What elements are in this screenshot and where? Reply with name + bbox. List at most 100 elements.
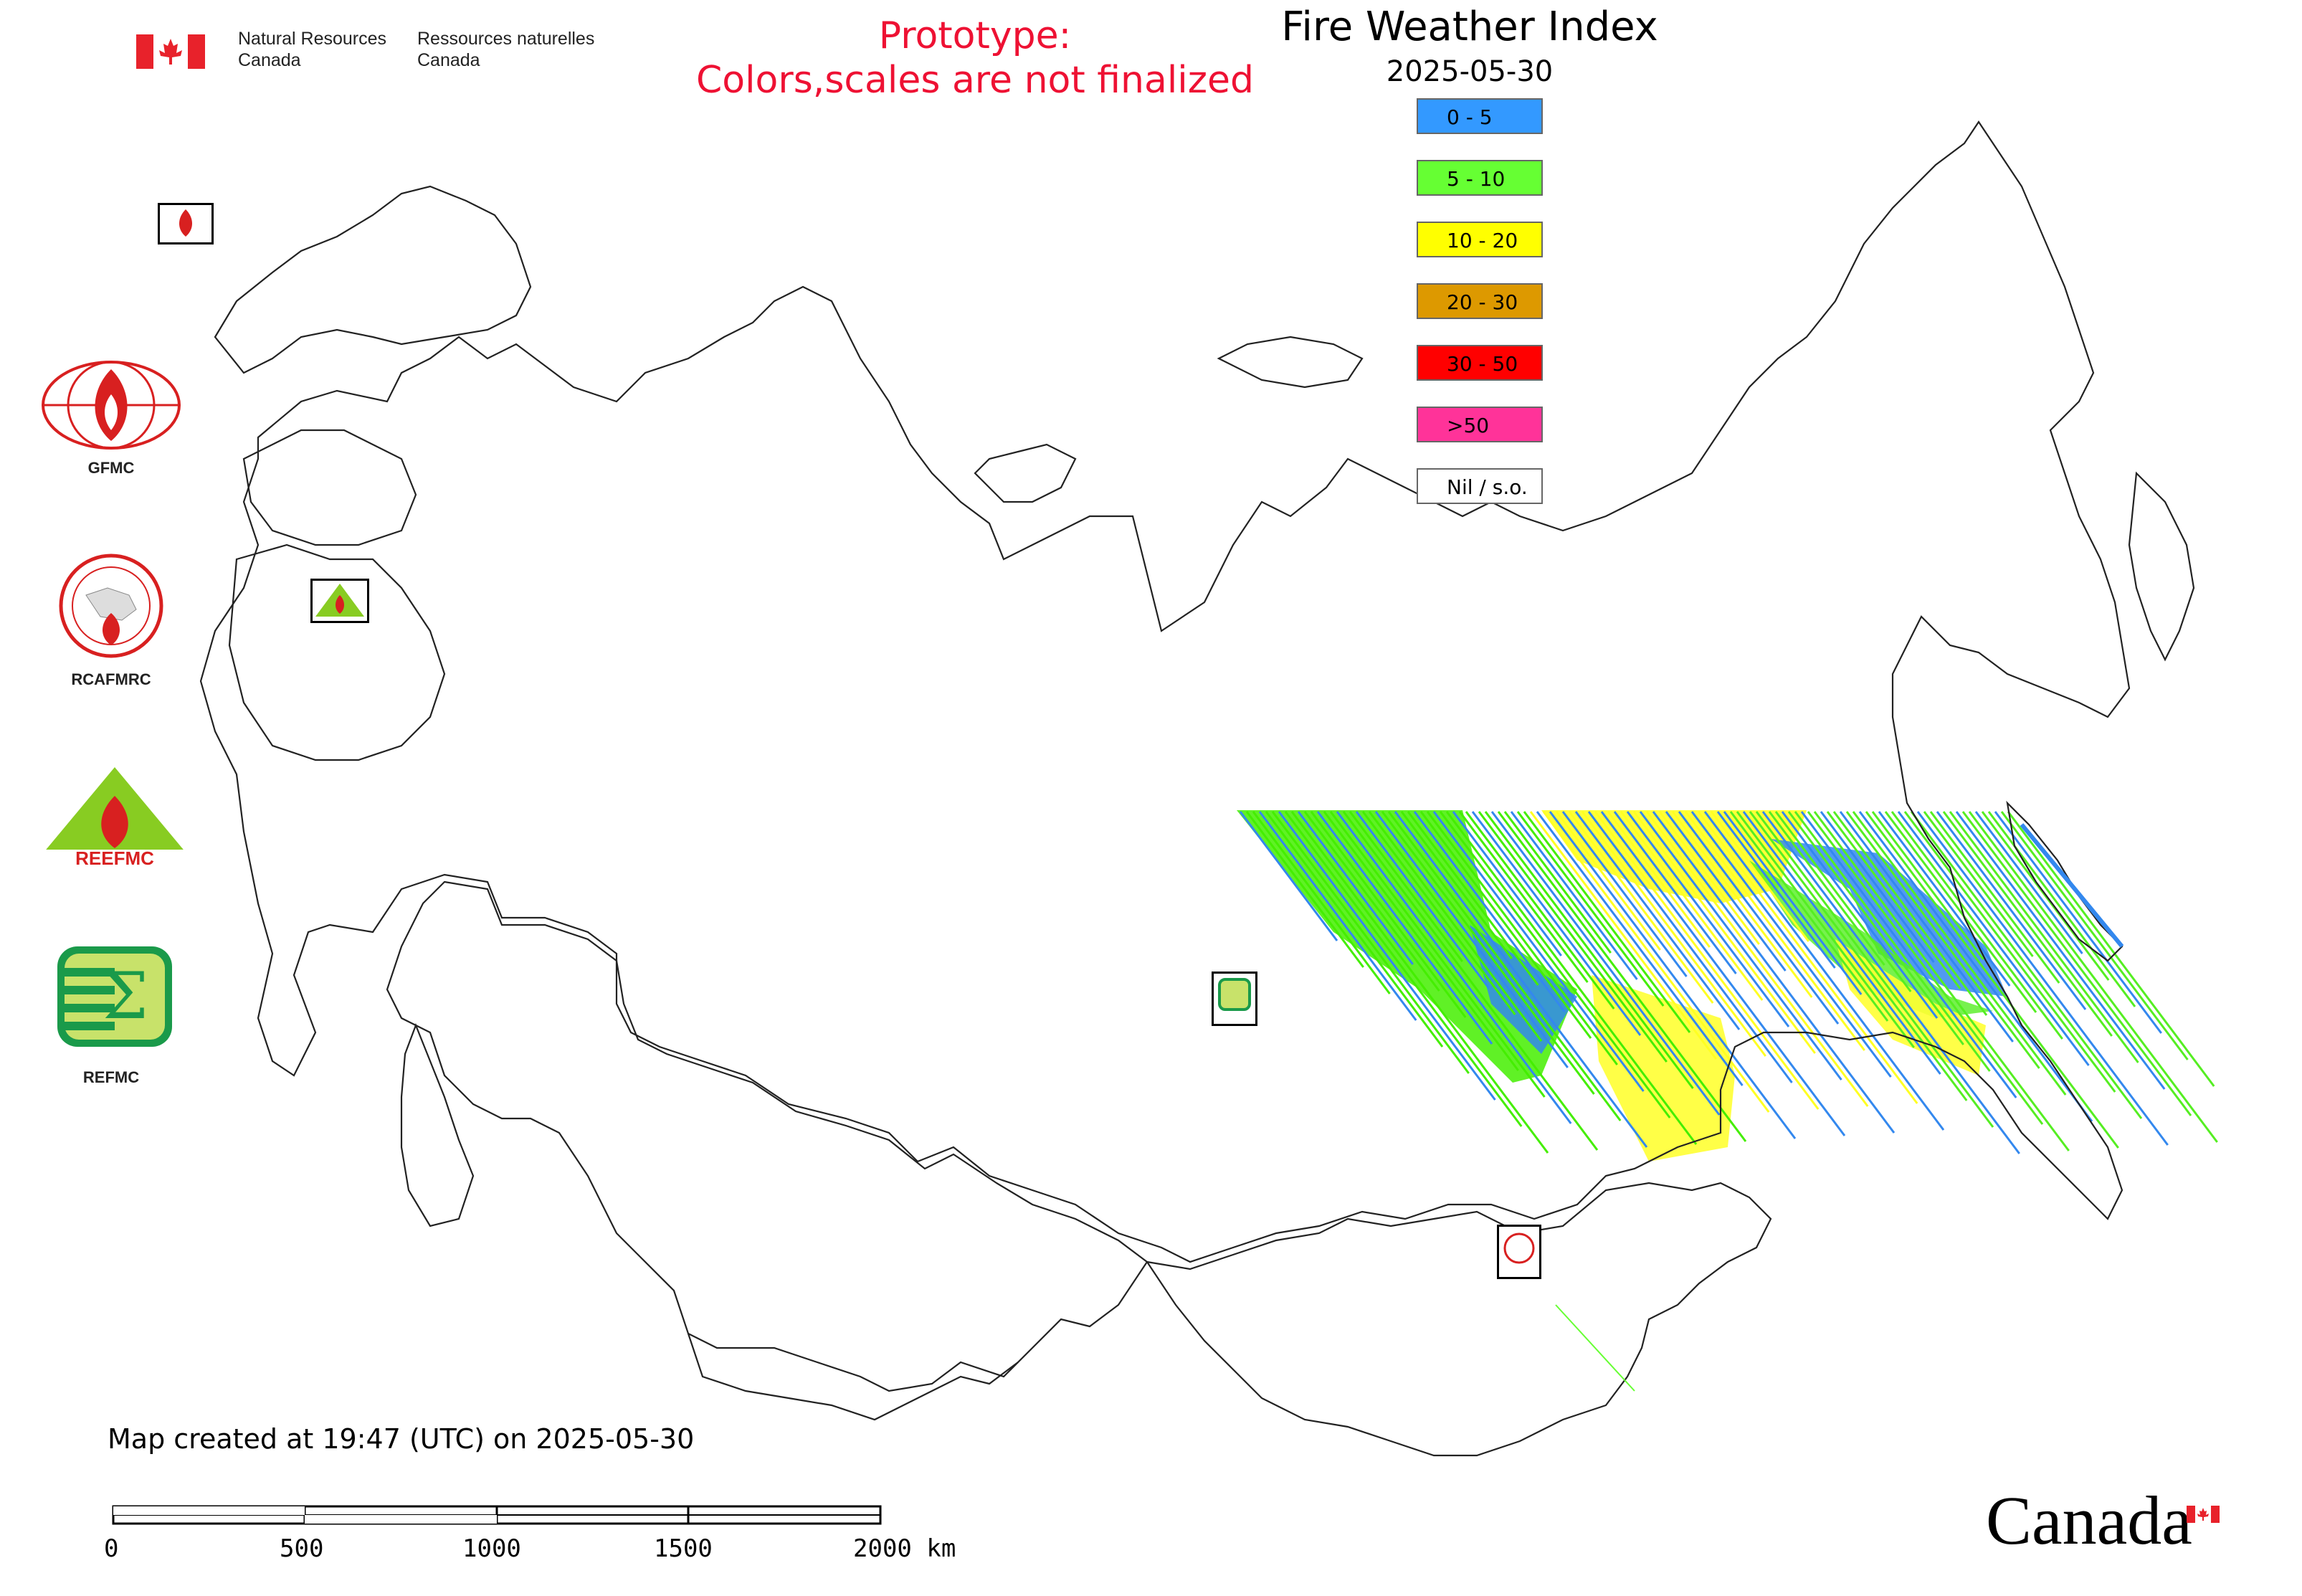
scale-tick-label: 1500: [654, 1534, 713, 1563]
fwi-streak: [1278, 811, 1496, 1101]
fwi-streak: [1445, 811, 1698, 1145]
fwi-streak: [1355, 811, 1490, 989]
fwi-streak: [1703, 811, 1945, 1131]
legend-label: 0 - 5: [1447, 105, 1493, 129]
legend-label: 10 - 20: [1447, 229, 1518, 252]
fwi-streak: [1581, 811, 1766, 1057]
legend-item: 5 - 10: [1417, 160, 1543, 196]
fwi-streak: [1781, 811, 1939, 1019]
fwi-streak: [1426, 811, 1618, 1065]
scale-tick-label: 0: [104, 1534, 119, 1563]
fwi-streak: [1826, 811, 1961, 989]
fwi-streak: [1665, 811, 1787, 972]
fwi-streak: [1749, 811, 1968, 1101]
legend-label: 30 - 50: [1447, 352, 1518, 376]
scale-tick-label: 1000: [462, 1534, 521, 1563]
fwi-streak: [1336, 811, 1572, 1124]
fwi-streak: [1620, 811, 1764, 1001]
side-logo-label: GFMC: [87, 459, 135, 477]
fwi-streak: [1587, 811, 1793, 1083]
fwi-streak: [1910, 811, 2143, 1119]
fwi-streak: [1897, 811, 2090, 1066]
reefmc-map-marker: [310, 579, 369, 623]
prototype-notice-line2: Colors,scales are not finalized: [695, 59, 1255, 102]
fwi-streak: [1400, 811, 1513, 959]
fwi-streak: [1684, 811, 1865, 1051]
legend-label: 5 - 10: [1447, 167, 1506, 191]
fwi-streak: [1574, 811, 1741, 1030]
fwi-streak: [1800, 811, 2017, 1098]
fwi-streak: [1549, 811, 1797, 1139]
fwi-streak: [1890, 811, 2063, 1040]
fwi-streak: [1768, 811, 1885, 966]
fwi-streak: [1374, 811, 1569, 1068]
org-name-en-1: Natural Resources: [238, 29, 387, 49]
fwi-streak: [1929, 811, 2060, 984]
fwi-streak: [1452, 811, 1562, 956]
fwi-streak: [1626, 811, 1790, 1027]
fwi-mongolia-streak: [1555, 1304, 1635, 1392]
fwi-streak: [1923, 811, 2034, 957]
fwi-streak: [1807, 811, 2044, 1125]
reefmc-marker-icon: [315, 584, 364, 617]
fwi-streak: [1297, 811, 1414, 965]
legend-item: >50: [1417, 407, 1543, 442]
legend-label: >50: [1447, 414, 1490, 437]
svg-text:Σ: Σ: [103, 959, 148, 1034]
legend-item: 20 - 30: [1417, 283, 1543, 319]
fwi-streak: [1968, 811, 2218, 1143]
russia-outline: [199, 120, 2131, 1263]
fwi-streak: [1755, 811, 1994, 1128]
fwi-streak: [1478, 811, 1668, 1063]
map-title: Fire Weather Index: [1281, 4, 1658, 50]
fwi-streak: [1678, 811, 1840, 1025]
kamchatka: [2128, 471, 2195, 662]
map-created-timestamp: Map created at 19:47 (UTC) on 2025-05-30: [108, 1423, 695, 1455]
uzbekistan-outline: [687, 1333, 1019, 1421]
fwi-streak: [1690, 811, 1892, 1078]
side-logo-label: RCAFMRC: [71, 670, 151, 688]
fwi-streak: [1820, 811, 1935, 963]
scale-tick-label: 2000 km: [853, 1534, 956, 1563]
fwi-streak: [1787, 811, 1964, 1045]
fwi-streak: [1245, 811, 1364, 968]
fwi-streak: [1936, 811, 2087, 1010]
legend-item: 0 - 5: [1417, 98, 1543, 134]
legend-item: 10 - 20: [1417, 222, 1543, 257]
fwi-streak: [1794, 811, 1991, 1072]
legend-item: 30 - 50: [1417, 345, 1543, 381]
fwi-streaks: [1239, 811, 2218, 1154]
fwi-streak: [1310, 811, 1467, 1018]
fwi-streak: [1536, 811, 1744, 1086]
fwi-streak: [1884, 811, 2037, 1013]
fwi-streak: [1878, 811, 2011, 987]
fwi-streak: [1981, 811, 2110, 981]
fwi-streak: [1916, 811, 2169, 1146]
refmc-logo-icon: Σ: [57, 946, 172, 1047]
fwi-streak: [1503, 811, 1612, 954]
fwi-streak: [1955, 811, 2166, 1090]
fwi-streak: [1761, 811, 2020, 1154]
arctic-islands-west: [974, 443, 1077, 503]
fwi-streak: [1832, 811, 1988, 1016]
fwi-streak: [1865, 811, 2119, 1149]
refmc-map-marker: [1212, 972, 1257, 1026]
boundaries: [199, 120, 2195, 1457]
fwi-streak: [1258, 811, 1417, 1021]
fwi-streak: [1607, 811, 1711, 948]
fwi-sakhalin-streak: [2020, 823, 2124, 948]
fwi-streak: [1458, 811, 1589, 983]
fwi-streak: [1439, 811, 1671, 1118]
fwi-streak: [1542, 811, 1770, 1113]
gfmc-map-marker: [158, 203, 214, 244]
caspian-sea: [400, 1022, 475, 1227]
fwi-streak: [1323, 811, 1519, 1071]
fwi-streak: [1942, 811, 2113, 1037]
side-logo-label: REFMC: [82, 1068, 140, 1086]
fwi-streak: [1987, 811, 2136, 1007]
map-date: 2025-05-30: [1386, 55, 1554, 88]
arctic-islands-mid: [1217, 336, 1364, 389]
fwi-streak: [1600, 811, 1846, 1136]
fwi-streak: [1639, 811, 1842, 1080]
